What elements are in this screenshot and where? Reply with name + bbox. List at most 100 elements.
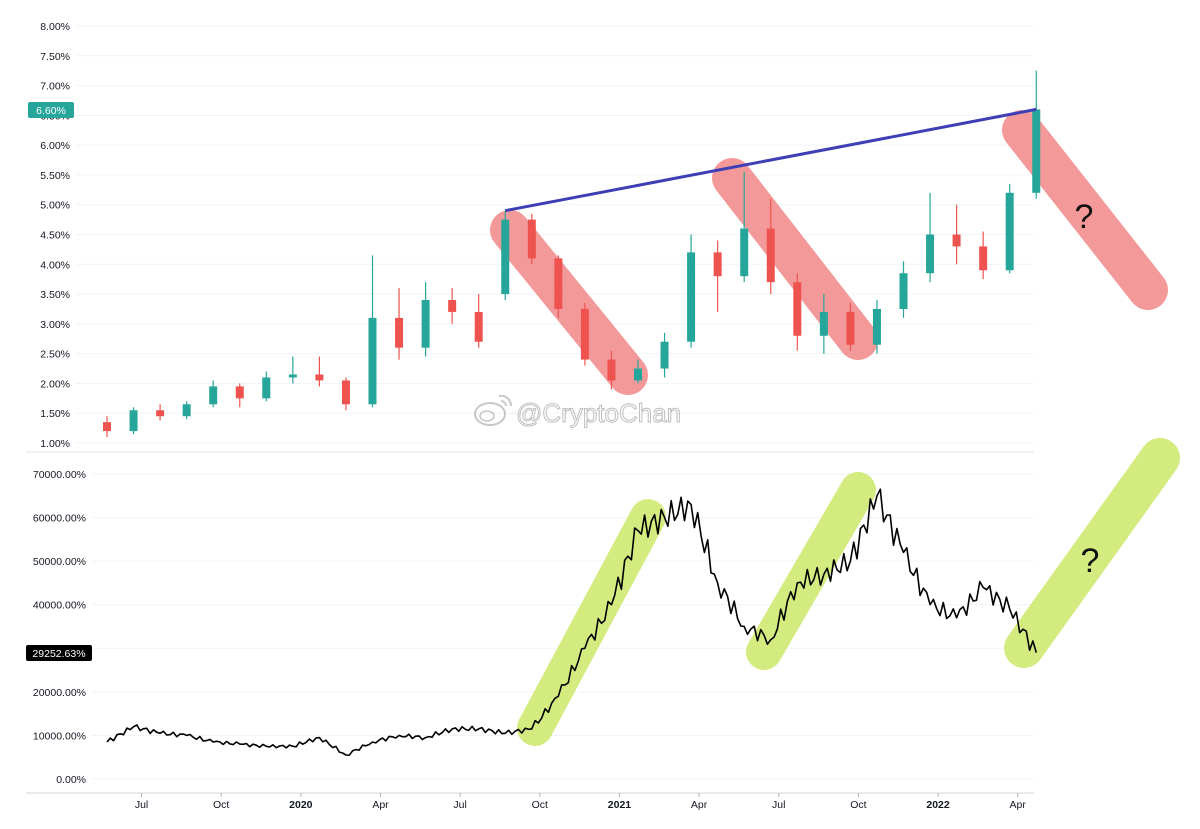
- candle-body: [660, 341, 669, 369]
- watermark: @CryptoChan: [474, 394, 682, 429]
- candle-body: [341, 380, 350, 405]
- y-tick-label: 20000.00%: [33, 687, 86, 699]
- y-tick-label: 10000.00%: [33, 730, 86, 742]
- x-tick-label: Apr: [1010, 799, 1027, 811]
- green-band-3: [1004, 438, 1180, 668]
- y-tick-label: 6.00%: [40, 140, 70, 152]
- candle: [448, 288, 457, 324]
- candle-body: [952, 234, 961, 247]
- x-tick-label: Oct: [850, 799, 866, 811]
- candle-body: [580, 308, 589, 360]
- resistance-trendline: [504, 107, 1037, 213]
- green-band-2: [746, 472, 876, 670]
- top-badge-label: 6.60%: [36, 105, 66, 117]
- candle: [979, 231, 988, 280]
- y-tick-label: 70000.00%: [33, 469, 86, 481]
- x-axis: Jul Oct 2020 Apr Jul Oct 2021 Apr Jul Oct 2022 Apr: [135, 793, 1027, 811]
- x-tick-label: Jul: [772, 799, 785, 811]
- bottom-gridlines: [92, 473, 1034, 780]
- y-tick-label: 7.50%: [40, 51, 70, 63]
- red-band-3: [1002, 110, 1168, 310]
- candle-body: [554, 258, 563, 309]
- line-series: [106, 488, 1038, 756]
- x-tick-label: 2021: [608, 799, 632, 811]
- top-badge-background: [28, 102, 74, 118]
- y-tick-label: 1.00%: [40, 438, 70, 450]
- candle-body: [182, 404, 191, 417]
- candle-body: [527, 219, 536, 259]
- candle: [872, 300, 881, 354]
- x-tick-label: Apr: [372, 799, 389, 811]
- candle: [129, 407, 138, 435]
- y-tick-label: 3.00%: [40, 319, 70, 331]
- candle-body: [819, 311, 828, 336]
- candle: [819, 294, 828, 354]
- x-tick-label: 2022: [926, 799, 950, 811]
- question-mark-top: ?: [1075, 198, 1094, 236]
- top-y-axis: 1.00% 1.50% 2.00% 2.50% 3.00% 3.50% 4.00% 4.50%…: [40, 21, 70, 450]
- candle-body: [793, 282, 802, 336]
- x-tick-label: Oct: [532, 799, 548, 811]
- y-tick-label: 4.00%: [40, 259, 70, 271]
- y-tick-label: 40000.00%: [33, 600, 86, 612]
- candle: [209, 380, 218, 408]
- candle: [952, 204, 961, 265]
- candle: [766, 198, 775, 295]
- candle-body: [129, 410, 138, 432]
- y-tick-label: 60000.00%: [33, 513, 86, 525]
- candle-body: [979, 246, 988, 271]
- bottom-badge-label: 29252.63%: [32, 648, 85, 660]
- candle: [156, 404, 165, 421]
- candle-body: [501, 219, 510, 295]
- candle-body: [740, 228, 749, 277]
- candle: [1005, 183, 1014, 274]
- candle-body: [262, 377, 271, 399]
- candle: [740, 171, 749, 283]
- red-band-2: [712, 158, 878, 360]
- x-tick-label: 2020: [289, 799, 313, 811]
- top-last-value-badge: 6.60%: [28, 102, 74, 118]
- highlight-bands: [490, 110, 1180, 746]
- x-tick-label: Oct: [213, 799, 229, 811]
- y-tick-label: 50000.00%: [33, 556, 86, 568]
- candle: [793, 273, 802, 351]
- bottom-y-axis: 0.00%10000.00%20000.00%30000.00%40000.00…: [33, 469, 86, 786]
- candle: [474, 294, 483, 348]
- top-gridlines: [76, 25, 1034, 444]
- candle-body: [235, 386, 244, 399]
- candle-body: [421, 300, 430, 348]
- y-tick-label: 0.00%: [56, 774, 86, 786]
- candle: [368, 255, 377, 408]
- candle-body: [687, 252, 696, 342]
- bottom-last-value-badge: 29252.63%: [26, 645, 92, 661]
- y-tick-label: 8.00%: [40, 21, 70, 33]
- y-tick-label: 3.50%: [40, 289, 70, 301]
- x-tick-label: Jul: [135, 799, 148, 811]
- candle: [103, 416, 111, 438]
- candle: [634, 359, 642, 384]
- candle: [554, 255, 563, 318]
- candle-body: [766, 228, 775, 283]
- candle-body: [315, 374, 324, 381]
- question-mark-bottom: ?: [1081, 542, 1100, 580]
- y-tick-label: 7.00%: [40, 81, 70, 93]
- candle: [1032, 70, 1041, 199]
- candle: [846, 303, 855, 351]
- candle-body: [899, 273, 908, 309]
- x-tick-label: Apr: [691, 799, 708, 811]
- candle-body: [872, 308, 881, 345]
- bottom-badge-background: [26, 645, 92, 661]
- candle: [395, 288, 404, 360]
- candle-body: [209, 386, 218, 405]
- candle-body: [156, 410, 165, 417]
- candle-body: [288, 374, 297, 378]
- candle: [262, 371, 271, 402]
- candle: [899, 261, 908, 318]
- y-tick-label: 4.50%: [40, 230, 70, 242]
- candle-body: [1005, 192, 1014, 271]
- x-tick-label: Jul: [453, 799, 466, 811]
- candle: [501, 210, 510, 301]
- candle-body: [474, 311, 483, 342]
- watermark-text: @CryptoChan: [516, 398, 681, 428]
